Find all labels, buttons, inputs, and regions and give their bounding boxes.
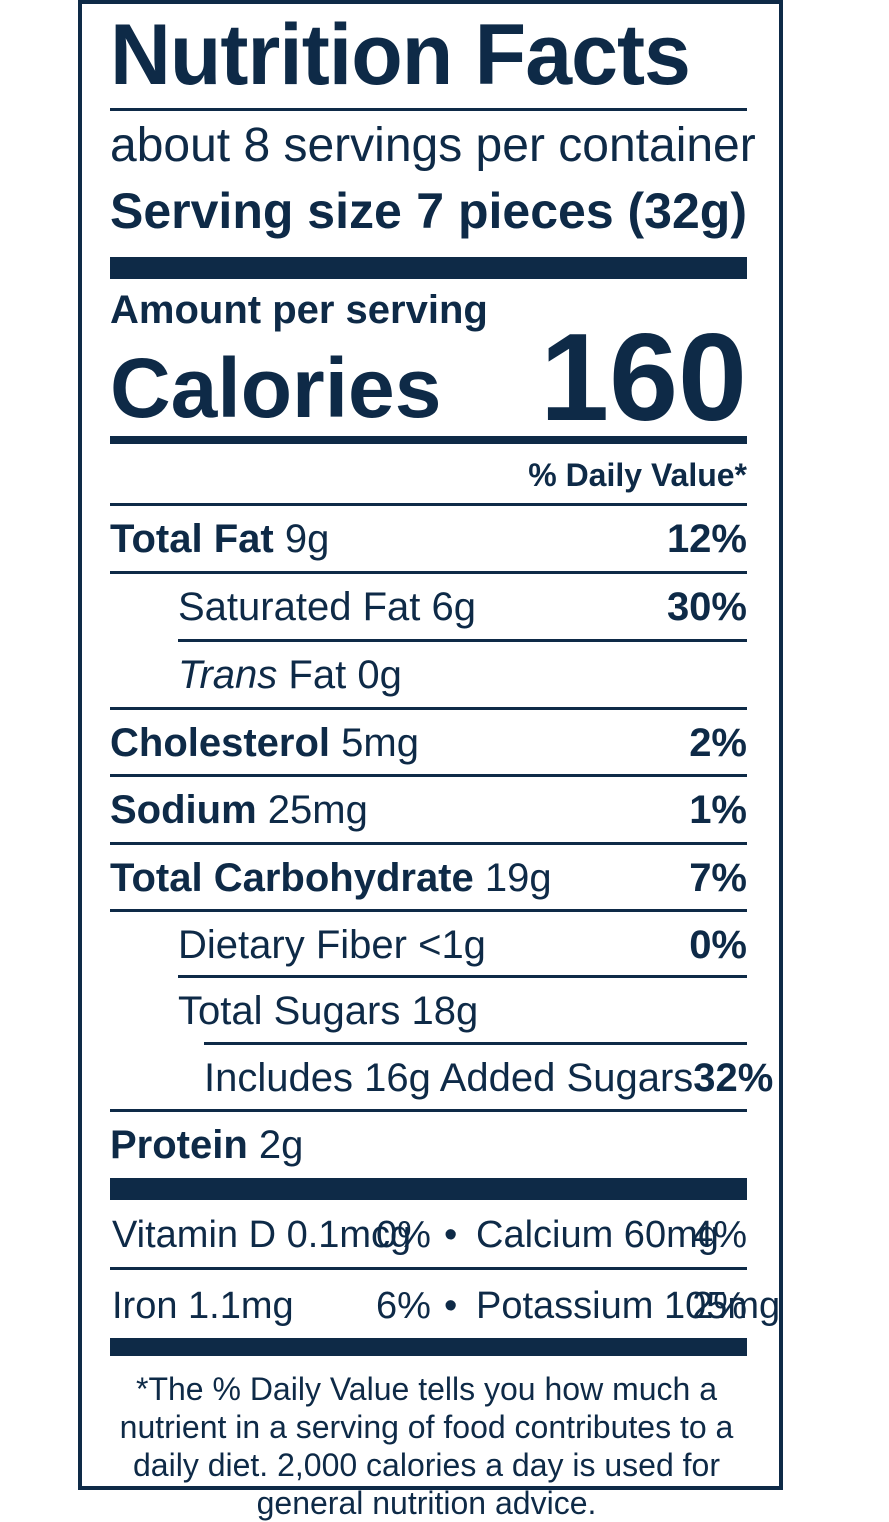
nutrient-name: Total Fat 9g — [110, 517, 330, 561]
divider — [204, 1042, 747, 1045]
daily-value-footnote: *The % Daily Value tells you how much a … — [119, 1371, 734, 1521]
amount-per-serving: Amount per serving — [110, 288, 488, 332]
vitamin-row: Iron 1.1mg 6% • Potassium 105mg 2% — [110, 1271, 780, 1337]
nutrient-row-cholesterol: Cholesterol 5mg 2% — [110, 710, 747, 776]
daily-value-header: % Daily Value* — [528, 457, 747, 493]
nutrient-row-dietary-fiber: Dietary Fiber <1g 0% — [110, 912, 747, 978]
divider — [110, 108, 747, 111]
nutrient-row-total-sugars: Total Sugars 18g — [110, 978, 747, 1044]
thick-divider — [110, 1178, 747, 1200]
nutrient-name: Cholesterol 5mg — [110, 721, 419, 765]
divider — [110, 842, 747, 845]
divider — [110, 571, 747, 574]
nutrient-name: Trans Fat 0g — [178, 653, 402, 697]
nutrition-facts-label: Nutrition Facts about 8 servings per con… — [78, 0, 783, 1521]
serving-size: Serving size 7 pieces (32g) — [110, 186, 747, 236]
nutrient-dv: 1% — [689, 788, 747, 832]
vitamin-d: Vitamin D 0.1mcg — [112, 1214, 412, 1256]
medium-divider — [110, 436, 747, 444]
nutrient-name: Protein 2g — [110, 1123, 304, 1167]
nutrient-row-added-sugars: Includes 16g Added Sugars 32% — [110, 1045, 773, 1111]
bullet: • — [444, 1285, 458, 1327]
nutrient-row-total-fat: Total Fat 9g 12% — [110, 506, 747, 572]
nutrient-name: Dietary Fiber <1g — [178, 923, 486, 967]
potassium: Potassium 105mg — [476, 1285, 781, 1327]
vitamin-row: Vitamin D 0.1mcg 0% • Calcium 60mg 4% — [110, 1200, 747, 1266]
serving-size-value: 7 pieces (32g) — [416, 183, 747, 239]
nutrient-name: Total Carbohydrate 19g — [110, 856, 552, 900]
bullet: • — [444, 1214, 458, 1256]
label-title: Nutrition Facts — [110, 7, 691, 103]
divider — [178, 639, 747, 642]
nutrient-row-saturated-fat: Saturated Fat 6g 30% — [110, 574, 747, 640]
nutrient-dv: 30% — [666, 585, 747, 629]
iron: Iron 1.1mg — [112, 1285, 294, 1327]
thick-divider — [110, 257, 747, 279]
servings-per-container: about 8 servings per container — [110, 119, 756, 172]
nutrient-row-sodium: Sodium 25mg 1% — [110, 777, 747, 843]
nutrient-name: Total Sugars 18g — [178, 989, 479, 1033]
nutrient-dv: 7% — [689, 856, 747, 900]
divider — [178, 975, 747, 978]
divider — [110, 774, 747, 777]
nutrient-name: Sodium 25mg — [110, 788, 368, 832]
nutrient-dv: 32% — [693, 1056, 774, 1100]
vitamin-d-dv: 0% — [376, 1214, 431, 1256]
nutrient-row-protein: Protein 2g — [110, 1112, 747, 1178]
serving-size-label: Serving size — [110, 183, 402, 239]
nutrient-row-trans-fat: Trans Fat 0g — [110, 642, 747, 708]
nutrient-dv: 0% — [689, 923, 747, 967]
potassium-dv: 2% — [692, 1285, 747, 1327]
nutrient-name: Includes 16g Added Sugars — [204, 1056, 694, 1100]
thick-divider — [110, 1338, 747, 1356]
nutrient-name: Saturated Fat 6g — [178, 585, 476, 629]
calories-label: Calories — [110, 341, 442, 435]
divider — [110, 1267, 747, 1270]
calcium-dv: 4% — [692, 1214, 747, 1256]
iron-dv: 6% — [376, 1285, 431, 1327]
divider — [110, 909, 747, 912]
divider — [110, 1109, 747, 1112]
calcium: Calcium 60mg — [476, 1214, 719, 1256]
divider — [110, 503, 747, 506]
divider — [110, 707, 747, 710]
nutrient-row-total-carbohydrate: Total Carbohydrate 19g 7% — [110, 845, 747, 911]
nutrient-dv: 12% — [666, 517, 747, 561]
nutrient-dv: 2% — [689, 721, 747, 765]
calories-value: 160 — [540, 309, 747, 447]
